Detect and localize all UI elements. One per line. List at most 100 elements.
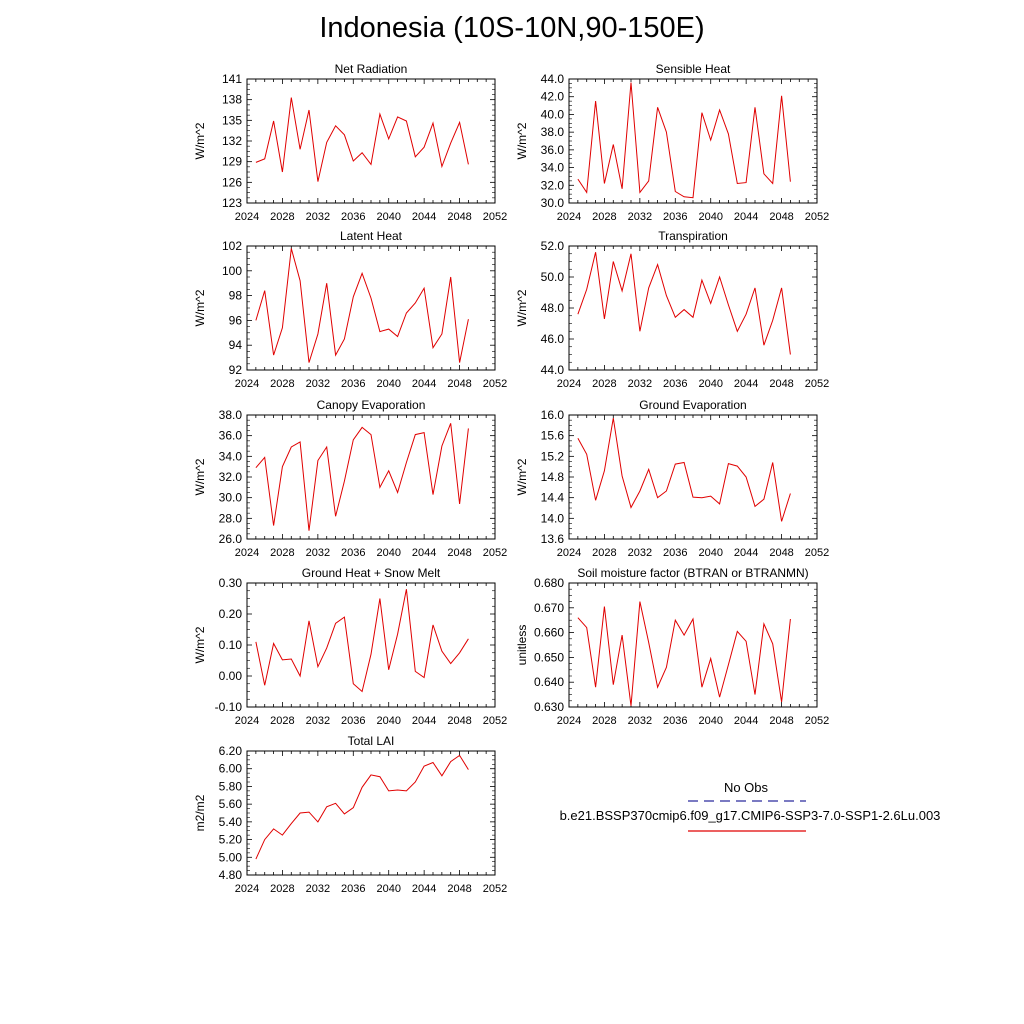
panel-4: Canopy Evaporation 2024 2028 2032 2036 2040 20… <box>193 398 507 559</box>
main-title: Indonesia (10S-10N,90-150E) <box>319 12 705 44</box>
y-axis-label: W/m^2 <box>193 122 207 159</box>
y-axis-label: W/m^2 <box>515 458 529 495</box>
x-tick-label: 2052 <box>483 883 507 895</box>
x-tick-label: 2032 <box>628 547 652 559</box>
x-tick-label: 2028 <box>592 378 616 390</box>
x-tick-label: 2036 <box>663 715 687 727</box>
x-tick-label: 2048 <box>769 547 793 559</box>
y-axis-label: W/m^2 <box>193 458 207 495</box>
y-tick-label: 6.00 <box>219 762 243 776</box>
y-tick-label: 36.0 <box>541 143 565 157</box>
x-tick-label: 2048 <box>769 211 793 223</box>
y-tick-label: 92 <box>229 363 243 377</box>
y-tick-label: 5.60 <box>219 797 243 811</box>
x-tick-label: 2028 <box>592 715 616 727</box>
y-tick-label: 0.10 <box>219 638 243 652</box>
series-line <box>255 423 469 531</box>
panel-frame <box>246 582 496 708</box>
y-tick-label: 40.0 <box>541 107 565 121</box>
y-axis-label: m2/m2 <box>193 794 207 831</box>
x-tick-label: 2044 <box>734 715 758 727</box>
y-tick-label: 135 <box>222 113 242 127</box>
x-tick-label: 2040 <box>376 378 400 390</box>
y-tick-label: 44.0 <box>541 72 565 86</box>
x-tick-label: 2036 <box>341 547 365 559</box>
series-line <box>577 82 791 199</box>
x-tick-label: 2044 <box>734 378 758 390</box>
y-tick-label: 102 <box>222 239 242 253</box>
x-tick-label: 2032 <box>628 715 652 727</box>
y-tick-label: 5.20 <box>219 833 243 847</box>
x-tick-label: 2028 <box>270 883 294 895</box>
y-tick-label: 5.80 <box>219 779 243 793</box>
series-line <box>577 601 791 706</box>
x-tick-label: 2024 <box>235 883 259 895</box>
series-line <box>255 97 469 182</box>
x-tick-label: 2028 <box>270 211 294 223</box>
x-tick-label: 2032 <box>306 715 330 727</box>
legend-obs-label: No Obs <box>723 780 769 795</box>
panel-frame <box>568 414 818 540</box>
x-tick-label: 2028 <box>270 715 294 727</box>
x-tick-label: 2048 <box>447 883 471 895</box>
y-tick-label: 0.650 <box>534 650 564 664</box>
x-tick-label: 2052 <box>483 715 507 727</box>
y-tick-label: 34.0 <box>541 161 565 175</box>
y-tick-label: 126 <box>222 175 242 189</box>
y-tick-label: 138 <box>222 93 242 107</box>
y-tick-label: 4.80 <box>219 868 243 882</box>
y-tick-label: 0.630 <box>534 700 564 714</box>
x-tick-label: 2032 <box>628 211 652 223</box>
panel-title: Net Radiation <box>335 62 408 76</box>
y-tick-label: 0.680 <box>534 576 564 590</box>
x-tick-label: 2024 <box>235 211 259 223</box>
x-tick-label: 2024 <box>557 211 581 223</box>
panel-title: Canopy Evaporation <box>317 398 426 412</box>
x-tick-label: 2028 <box>592 547 616 559</box>
x-tick-label: 2048 <box>447 715 471 727</box>
y-tick-label: 0.30 <box>219 576 243 590</box>
x-tick-label: 2040 <box>376 547 400 559</box>
y-axis-label: W/m^2 <box>515 289 529 326</box>
panel-frame <box>246 750 496 876</box>
y-tick-label: 129 <box>222 155 242 169</box>
panel-title: Ground Heat + Snow Melt <box>302 566 441 580</box>
x-tick-label: 2044 <box>412 378 436 390</box>
panel-8: Total LAI 2024 2028 2032 2036 2040 2044 2048 205… <box>193 734 507 895</box>
x-tick-label: 2044 <box>412 211 436 223</box>
y-tick-label: 0.00 <box>219 669 243 683</box>
y-tick-label: 32.0 <box>219 470 243 484</box>
x-tick-label: 2048 <box>447 378 471 390</box>
y-tick-label: 36.0 <box>219 429 243 443</box>
x-tick-label: 2048 <box>447 211 471 223</box>
x-tick-label: 2024 <box>235 715 259 727</box>
x-tick-label: 2024 <box>557 547 581 559</box>
y-tick-label: 5.00 <box>219 850 243 864</box>
y-axis-label: unitless <box>515 625 529 666</box>
panel-6: Ground Heat + Snow Melt 2024 2028 2032 2036 2… <box>193 566 507 727</box>
y-tick-label: 141 <box>222 72 242 86</box>
x-tick-label: 2036 <box>341 378 365 390</box>
x-tick-label: 2052 <box>483 378 507 390</box>
y-tick-label: 94 <box>229 338 243 352</box>
x-tick-label: 2040 <box>376 211 400 223</box>
panel-frame <box>246 414 496 540</box>
x-tick-label: 2032 <box>306 378 330 390</box>
x-tick-label: 2048 <box>447 547 471 559</box>
x-tick-label: 2024 <box>235 547 259 559</box>
y-tick-label: 13.6 <box>541 532 565 546</box>
x-tick-label: 2032 <box>306 211 330 223</box>
y-tick-label: 15.2 <box>541 449 565 463</box>
panel-7: Soil moisture factor (BTRAN or BTRANMN) 2… <box>515 566 829 727</box>
y-tick-label: 28.0 <box>219 511 243 525</box>
y-tick-label: 38.0 <box>541 125 565 139</box>
y-tick-label: 0.640 <box>534 675 564 689</box>
x-tick-label: 2040 <box>698 715 722 727</box>
y-tick-label: 15.6 <box>541 429 565 443</box>
y-tick-label: 34.0 <box>219 449 243 463</box>
y-tick-label: 100 <box>222 264 242 278</box>
x-tick-label: 2036 <box>341 715 365 727</box>
panel-2: Latent Heat 2024 2028 2032 2036 2040 2044 2048 2… <box>193 229 507 390</box>
x-tick-label: 2028 <box>270 378 294 390</box>
panel-title: Total LAI <box>348 734 395 748</box>
